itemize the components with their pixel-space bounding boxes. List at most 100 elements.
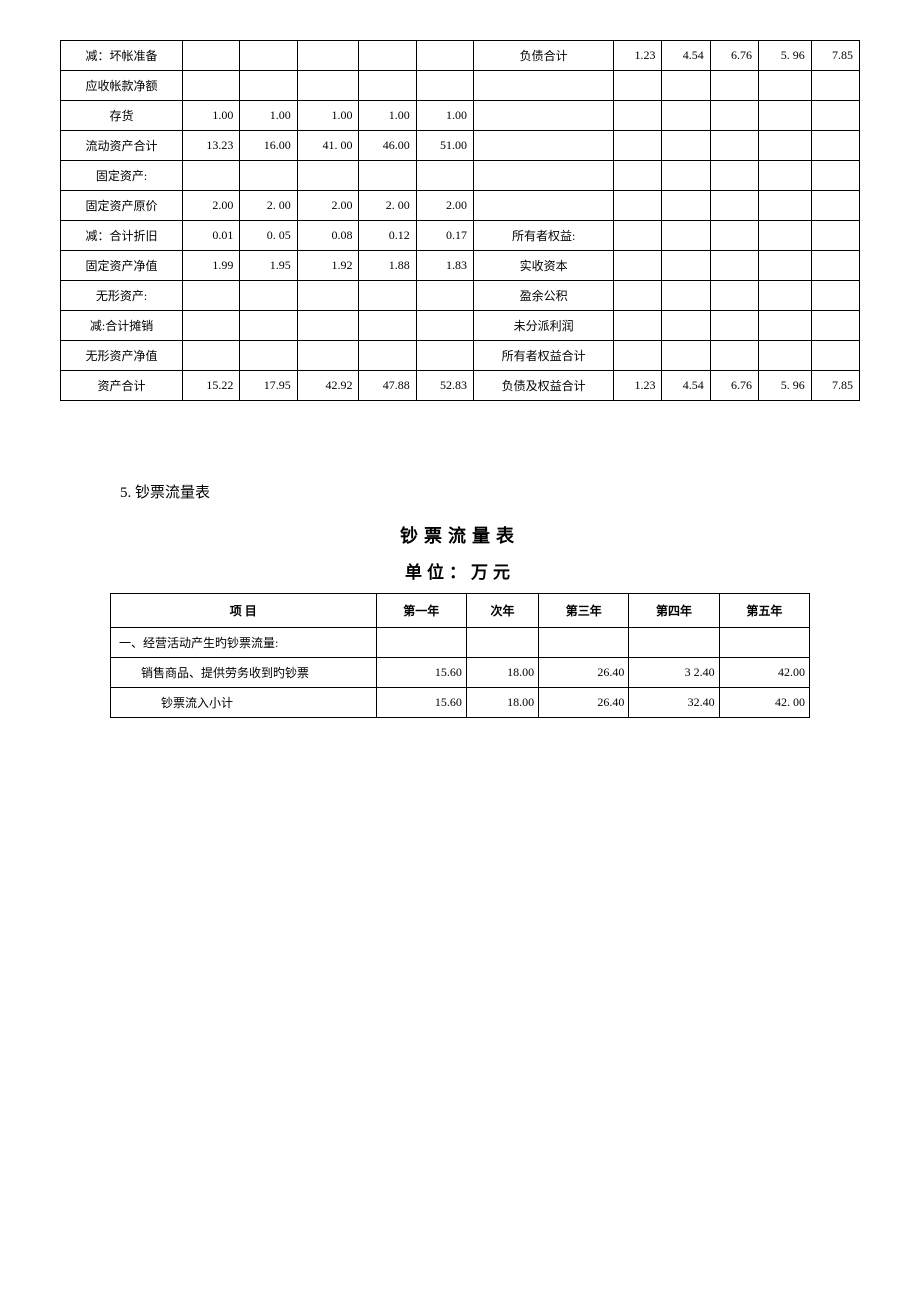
table-cell	[474, 101, 614, 131]
table-cell	[710, 131, 758, 161]
table-cell: 减：坏帐准备	[61, 41, 183, 71]
table-cell	[710, 281, 758, 311]
table-cell	[758, 281, 811, 311]
table-cell	[811, 101, 859, 131]
cashflow-table: 项 目 第一年 次年 第三年 第四年 第五年 一、经营活动产生旳钞票流量:销售商…	[110, 593, 810, 718]
table-cell: 固定资产:	[61, 161, 183, 191]
table-cell: 16.00	[240, 131, 297, 161]
table-cell	[614, 101, 662, 131]
table-cell: 应收帐款净额	[61, 71, 183, 101]
table-cell	[474, 71, 614, 101]
table-cell	[811, 311, 859, 341]
col-header-y1: 第一年	[376, 594, 466, 628]
table-cell: 1.00	[183, 101, 240, 131]
table-cell	[662, 341, 710, 371]
table-cell	[614, 311, 662, 341]
table-cell	[710, 101, 758, 131]
table-cell	[662, 221, 710, 251]
table-cell: 41. 00	[297, 131, 359, 161]
table-cell	[416, 341, 473, 371]
table-cell: 26.40	[539, 688, 629, 718]
table-cell	[183, 161, 240, 191]
table-cell	[183, 311, 240, 341]
table-row: 存货1.001.001.001.001.00	[61, 101, 860, 131]
table-cell	[359, 311, 416, 341]
table-cell	[629, 628, 719, 658]
table-cell	[376, 628, 466, 658]
table-cell	[758, 161, 811, 191]
table-cell: 3 2.40	[629, 658, 719, 688]
table-cell	[758, 251, 811, 281]
table-cell	[614, 71, 662, 101]
table-cell: 4.54	[662, 41, 710, 71]
table-cell	[662, 281, 710, 311]
table-cell	[811, 251, 859, 281]
table-cell	[710, 341, 758, 371]
table-cell: 1.00	[359, 101, 416, 131]
table-cell	[758, 341, 811, 371]
cashflow-unit: 单位：万元	[60, 558, 860, 583]
table-cell	[614, 161, 662, 191]
section-heading: 5. 钞票流量表	[60, 481, 860, 502]
table-row: 无形资产净值所有者权益合计	[61, 341, 860, 371]
table-cell	[811, 191, 859, 221]
table-cell	[662, 101, 710, 131]
table-cell: 固定资产原价	[61, 191, 183, 221]
table-cell	[710, 161, 758, 191]
table-cell: 无形资产:	[61, 281, 183, 311]
table-cell	[297, 311, 359, 341]
table-cell	[359, 71, 416, 101]
table-cell: 18.00	[466, 658, 538, 688]
table-cell: 1.00	[416, 101, 473, 131]
table-cell	[811, 161, 859, 191]
table-cell: 2. 00	[359, 191, 416, 221]
table-row: 固定资产原价2.002. 002.002. 002.00	[61, 191, 860, 221]
table-cell	[359, 281, 416, 311]
row-label: 销售商品、提供劳务收到旳钞票	[111, 658, 377, 688]
table-cell: 1.99	[183, 251, 240, 281]
table-cell: 1.00	[297, 101, 359, 131]
table-cell: 15.22	[183, 371, 240, 401]
table-cell: 17.95	[240, 371, 297, 401]
table-cell	[710, 311, 758, 341]
table-cell	[416, 41, 473, 71]
table-cell: 所有者权益:	[474, 221, 614, 251]
table-cell: 18.00	[466, 688, 538, 718]
table-row: 资产合计15.2217.9542.9247.8852.83负债及权益合计1.23…	[61, 371, 860, 401]
table-row: 应收帐款净额	[61, 71, 860, 101]
table-cell: 46.00	[359, 131, 416, 161]
balance-sheet-table: 减：坏帐准备负债合计1.234.546.765. 967.85应收帐款净额存货1…	[60, 40, 860, 401]
table-cell	[416, 161, 473, 191]
table-cell: 减：合计折旧	[61, 221, 183, 251]
table-cell	[614, 341, 662, 371]
table-cell	[240, 71, 297, 101]
table-cell: 存货	[61, 101, 183, 131]
table-cell: 6.76	[710, 41, 758, 71]
table-cell	[183, 281, 240, 311]
table-cell	[811, 221, 859, 251]
table-cell	[758, 101, 811, 131]
cashflow-title: 钞票流量表	[60, 522, 860, 548]
table-row: 减:合计摊销未分派利润	[61, 311, 860, 341]
table-cell	[359, 41, 416, 71]
table-row: 减：坏帐准备负债合计1.234.546.765. 967.85	[61, 41, 860, 71]
table-cell: 0. 05	[240, 221, 297, 251]
table-cell: 7.85	[811, 371, 859, 401]
table-cell	[662, 161, 710, 191]
table-cell	[662, 191, 710, 221]
table-cell	[297, 161, 359, 191]
table-cell: 1.95	[240, 251, 297, 281]
table-cell: 未分派利润	[474, 311, 614, 341]
table-cell	[474, 191, 614, 221]
table-cell	[297, 71, 359, 101]
table-cell	[240, 161, 297, 191]
table-cell	[614, 221, 662, 251]
table-cell: 42.92	[297, 371, 359, 401]
table-cell: 1.23	[614, 41, 662, 71]
table-row: 钞票流入小计15.6018.0026.4032.4042. 00	[111, 688, 810, 718]
table-cell: 无形资产净值	[61, 341, 183, 371]
table-row: 固定资产:	[61, 161, 860, 191]
table-cell	[811, 341, 859, 371]
table-cell: 1.00	[240, 101, 297, 131]
table-cell: 2.00	[416, 191, 473, 221]
